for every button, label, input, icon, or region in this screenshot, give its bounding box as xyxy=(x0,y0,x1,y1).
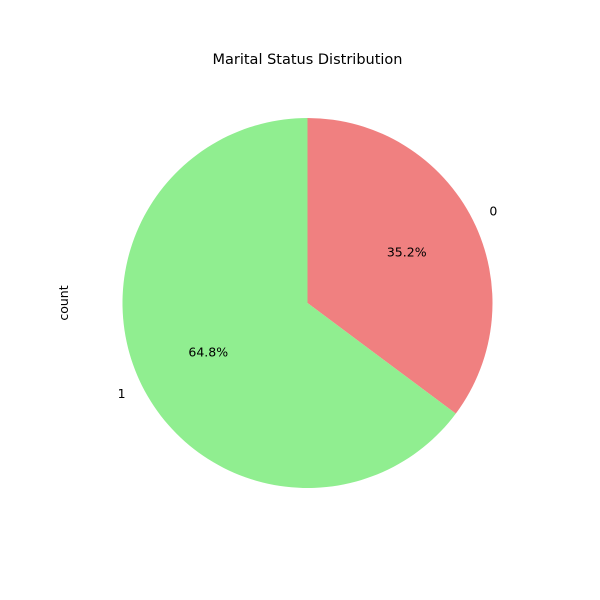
pie-slice-1 xyxy=(122,118,456,488)
pie-category-label-1: 1 xyxy=(118,386,126,401)
pie-percent-label-1: 64.8% xyxy=(188,344,228,359)
pie-slices xyxy=(122,118,493,488)
chart-title: Marital Status Distribution xyxy=(212,52,402,68)
y-axis-label: count xyxy=(56,285,71,320)
pie-category-label-0: 0 xyxy=(489,203,497,218)
pie-percent-label-0: 35.2% xyxy=(387,245,427,260)
pie-slice-0 xyxy=(307,118,493,414)
pie-labels: 0 35.2% 1 64.8% xyxy=(118,203,498,401)
